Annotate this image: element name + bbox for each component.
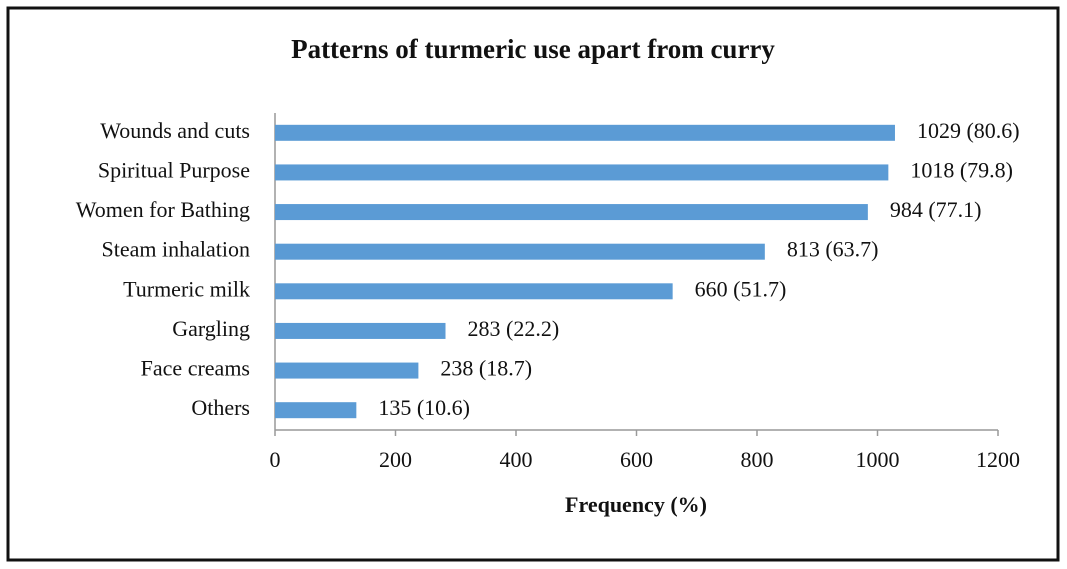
value-label: 238 (18.7) — [440, 356, 532, 381]
x-tick-label: 1200 — [976, 447, 1020, 472]
y-tick-label: Turmeric milk — [123, 276, 250, 301]
x-axis-label: Frequency (%) — [565, 492, 707, 517]
x-tick-label: 200 — [379, 447, 412, 472]
value-label: 1029 (80.6) — [917, 118, 1020, 143]
bar — [275, 402, 357, 419]
chart-title: Patterns of turmeric use apart from curr… — [291, 34, 775, 64]
x-tick-label: 1000 — [856, 447, 900, 472]
y-tick-label: Face creams — [141, 356, 250, 381]
bar — [275, 362, 419, 379]
value-label: 1018 (79.8) — [910, 157, 1013, 182]
y-tick-label: Women for Bathing — [76, 197, 250, 222]
value-label: 660 (51.7) — [695, 276, 787, 301]
bar — [275, 164, 889, 181]
bar — [275, 322, 446, 339]
value-label: 283 (22.2) — [468, 316, 560, 341]
x-tick-label: 600 — [620, 447, 653, 472]
bar — [275, 243, 765, 260]
x-tick-label: 0 — [270, 447, 281, 472]
y-tick-label: Steam inhalation — [102, 237, 250, 262]
bar — [275, 124, 895, 141]
y-tick-label: Wounds and cuts — [100, 118, 250, 143]
y-tick-label: Others — [191, 395, 250, 420]
bar — [275, 283, 673, 300]
value-label: 984 (77.1) — [890, 197, 982, 222]
x-tick-label: 800 — [741, 447, 774, 472]
value-label: 135 (10.6) — [378, 395, 470, 420]
y-tick-label: Spiritual Purpose — [98, 157, 250, 182]
x-tick-label: 400 — [500, 447, 533, 472]
value-label: 813 (63.7) — [787, 237, 879, 262]
y-tick-label: Gargling — [172, 316, 250, 341]
bar — [275, 204, 868, 221]
